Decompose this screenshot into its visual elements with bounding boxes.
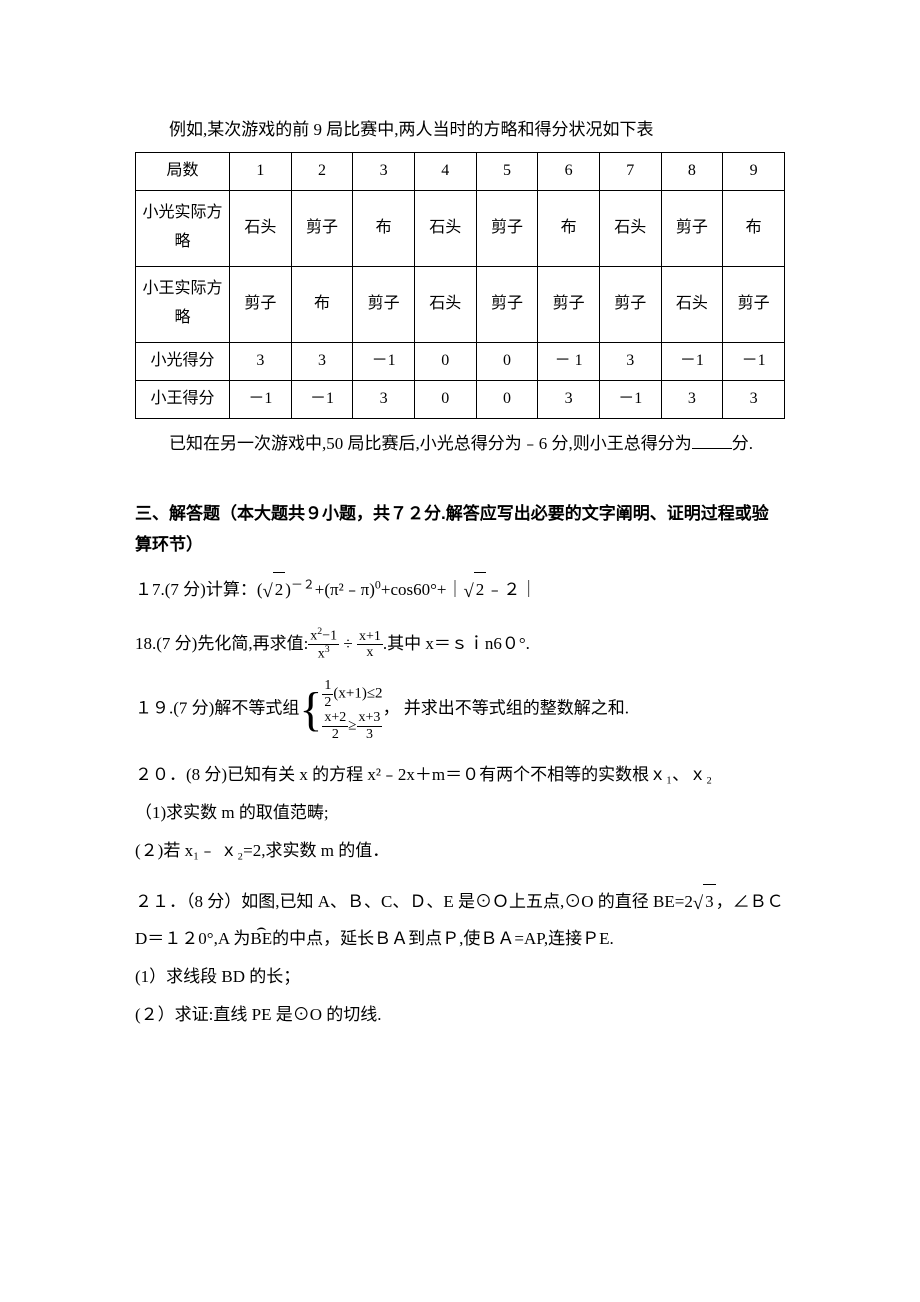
table-cell: 3 xyxy=(661,380,723,418)
p19-prefix: １９.(7 分)解不等式组 xyxy=(135,699,299,718)
score-table: 局数 1 2 3 4 5 6 7 8 9 小光实际方略 石头 剪子 布 石头 剪… xyxy=(135,152,785,419)
brace-icon: { xyxy=(299,691,322,729)
p21-end: 的中点，延长ＢＡ到点Ｐ,使ＢＡ=AP,连接ＰE. xyxy=(272,929,614,948)
table-cell: 布 xyxy=(723,190,785,266)
table-cell: 0 xyxy=(476,342,538,380)
header-cell: 7 xyxy=(599,152,661,190)
post-table-after: 分. xyxy=(732,434,753,453)
table-cell: －1 xyxy=(353,342,415,380)
table-cell: 3 xyxy=(599,342,661,380)
table-cell: －1 xyxy=(599,380,661,418)
table-cell: 3 xyxy=(291,342,353,380)
p17-prefix: １7.(7 分)计算： xyxy=(135,580,257,599)
table-cell: 布 xyxy=(538,190,600,266)
table-cell: 石头 xyxy=(414,190,476,266)
row-label: 小光实际方略 xyxy=(136,190,230,266)
post-table-before: 已知在另一次游戏中,50 局比赛后,小光总得分为﹣6 分,则小王总得分为 xyxy=(169,434,692,453)
table-row: 小王得分 －1 －1 3 0 0 3 －1 3 3 xyxy=(136,380,785,418)
table-cell: 3 xyxy=(353,380,415,418)
fraction: x2−1x3 xyxy=(308,627,339,662)
table-cell: 石头 xyxy=(661,266,723,342)
inequality-group: 12(x+1)≤2 x+22≥x+33 xyxy=(322,678,382,742)
problem-18: 18.(7 分)先化简,再求值:x2−1x3 ÷ x+1x.其中 x＝ｓｉn6０… xyxy=(135,627,785,663)
p17-expr: (√2)－２+(π²﹣π)0+cos60°+｜√2﹣２｜ xyxy=(257,580,537,599)
problem-19: １９.(7 分)解不等式组{ 12(x+1)≤2 x+22≥x+33 ， 并求出… xyxy=(135,678,785,742)
p19-suffix: ， 并求出不等式组的整数解之和. xyxy=(383,699,630,718)
table-cell: －1 xyxy=(291,380,353,418)
table-cell: 剪子 xyxy=(599,266,661,342)
section-title: 三、解答题（本大题共９小题，共７２分.解答应写出必要的文字阐明、证明过程或验算环… xyxy=(135,499,785,560)
table-cell: 剪子 xyxy=(661,190,723,266)
header-cell: 8 xyxy=(661,152,723,190)
table-cell: 剪子 xyxy=(353,266,415,342)
problem-21: ２１．（8 分）如图,已知 A、Ｂ、C、Ｄ、E 是⊙Ｏ上五点,⊙O 的直径 BE… xyxy=(135,884,785,1032)
fraction: x+1x xyxy=(357,629,383,661)
table-cell: 石头 xyxy=(599,190,661,266)
header-cell: 3 xyxy=(353,152,415,190)
table-cell: 剪子 xyxy=(538,266,600,342)
table-cell: 布 xyxy=(353,190,415,266)
p20-sub2: (２)若 x₁﹣ ｘ₂=2,求实数 m 的值． xyxy=(135,834,785,868)
table-cell: 0 xyxy=(414,380,476,418)
problem-17: １7.(7 分)计算：(√2)－２+(π²﹣π)0+cos60°+｜√2﹣２｜ xyxy=(135,572,785,610)
arc-be: BE xyxy=(250,922,272,956)
table-cell: －1 xyxy=(661,342,723,380)
table-cell: 剪子 xyxy=(476,266,538,342)
row-label: 小王得分 xyxy=(136,380,230,418)
table-cell: 剪子 xyxy=(723,266,785,342)
table-cell: －1 xyxy=(723,342,785,380)
header-cell: 1 xyxy=(230,152,292,190)
table-row: 小光得分 3 3 －1 0 0 － 1 3 －1 －1 xyxy=(136,342,785,380)
table-row: 小王实际方略 剪子 布 剪子 石头 剪子 剪子 剪子 石头 剪子 xyxy=(136,266,785,342)
table-row: 小光实际方略 石头 剪子 布 石头 剪子 布 石头 剪子 布 xyxy=(136,190,785,266)
table-cell: 0 xyxy=(476,380,538,418)
p21-line1: ２１．（8 分）如图,已知 A、Ｂ、C、Ｄ、E 是⊙Ｏ上五点,⊙O 的直径 BE… xyxy=(135,884,785,956)
table-cell: 3 xyxy=(538,380,600,418)
table-cell: 3 xyxy=(230,342,292,380)
p21-sub2: (２）求证:直线 PE 是⊙O 的切线. xyxy=(135,998,785,1032)
p20-line1: ２０．(8 分)已知有关 x 的方程 x²﹣2x＋m＝０有两个不相等的实数根ｘ₁… xyxy=(135,758,785,792)
row-label: 小光得分 xyxy=(136,342,230,380)
table-cell: 0 xyxy=(414,342,476,380)
header-cell: 6 xyxy=(538,152,600,190)
table-cell: － 1 xyxy=(538,342,600,380)
table-cell: 石头 xyxy=(414,266,476,342)
table-cell: 3 xyxy=(723,380,785,418)
p20-sub1: （1)求实数 m 的取值范畴; xyxy=(135,796,785,830)
intro-text: 例如,某次游戏的前 9 局比赛中,两人当时的方略和得分状况如下表 xyxy=(135,115,785,146)
header-cell: 4 xyxy=(414,152,476,190)
header-cell: 局数 xyxy=(136,152,230,190)
p18-prefix: 18.(7 分)先化简,再求值: xyxy=(135,634,308,653)
table-header-row: 局数 1 2 3 4 5 6 7 8 9 xyxy=(136,152,785,190)
table-cell: 石头 xyxy=(230,190,292,266)
header-cell: 9 xyxy=(723,152,785,190)
row-label: 小王实际方略 xyxy=(136,266,230,342)
post-table-text: 已知在另一次游戏中,50 局比赛后,小光总得分为﹣6 分,则小王总得分为 分. xyxy=(135,429,785,460)
table-cell: 剪子 xyxy=(230,266,292,342)
table-cell: 剪子 xyxy=(291,190,353,266)
table-cell: －1 xyxy=(230,380,292,418)
fill-blank xyxy=(692,432,732,449)
p18-mid: .其中 x＝ｓｉn6０°. xyxy=(383,634,530,653)
header-cell: 2 xyxy=(291,152,353,190)
table-cell: 剪子 xyxy=(476,190,538,266)
problem-20: ２０．(8 分)已知有关 x 的方程 x²﹣2x＋m＝０有两个不相等的实数根ｘ₁… xyxy=(135,758,785,868)
table-cell: 布 xyxy=(291,266,353,342)
p21-sub1: (1）求线段 BD 的长； xyxy=(135,960,785,994)
p21-before: ２１．（8 分）如图,已知 A、Ｂ、C、Ｄ、E 是⊙Ｏ上五点,⊙O 的直径 BE… xyxy=(135,892,693,911)
header-cell: 5 xyxy=(476,152,538,190)
